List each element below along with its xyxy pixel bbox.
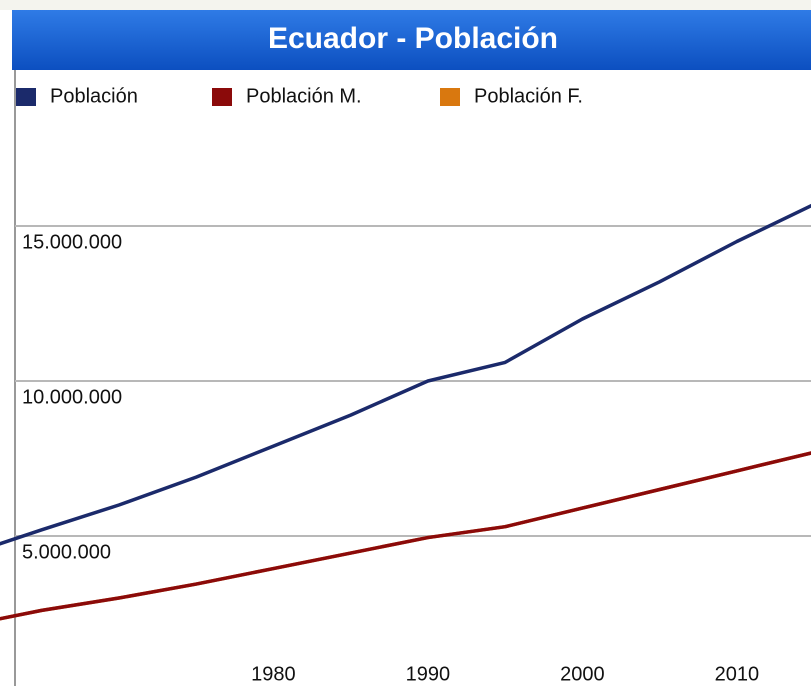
legend-label: Población xyxy=(50,85,138,107)
series-line xyxy=(0,451,811,621)
legend-swatch xyxy=(16,88,36,106)
x-tick-label: 2010 xyxy=(715,663,760,685)
legend-swatch xyxy=(212,88,232,106)
legend: Población Población M. Población F. xyxy=(16,85,583,107)
x-tick-label: 2000 xyxy=(560,663,605,685)
lines xyxy=(0,203,811,621)
legend-label: Población F. xyxy=(474,85,583,107)
y-tick-label: 5.000.000 xyxy=(22,541,111,563)
chart-title: Ecuador - Población xyxy=(268,22,558,55)
grid: 5.000.000 10.000.000 15.000.000 1980 1990 200… xyxy=(15,225,811,685)
x-tick-label: 1990 xyxy=(406,663,451,685)
legend-label: Población M. xyxy=(246,85,362,107)
series-line xyxy=(0,203,811,546)
y-tick-label: 10.000.000 xyxy=(22,386,122,408)
x-tick-label: 1980 xyxy=(251,663,296,685)
top-border xyxy=(0,0,811,10)
y-tick-label: 15.000.000 xyxy=(22,231,122,253)
legend-swatch xyxy=(440,88,460,106)
title-bar xyxy=(12,10,811,70)
